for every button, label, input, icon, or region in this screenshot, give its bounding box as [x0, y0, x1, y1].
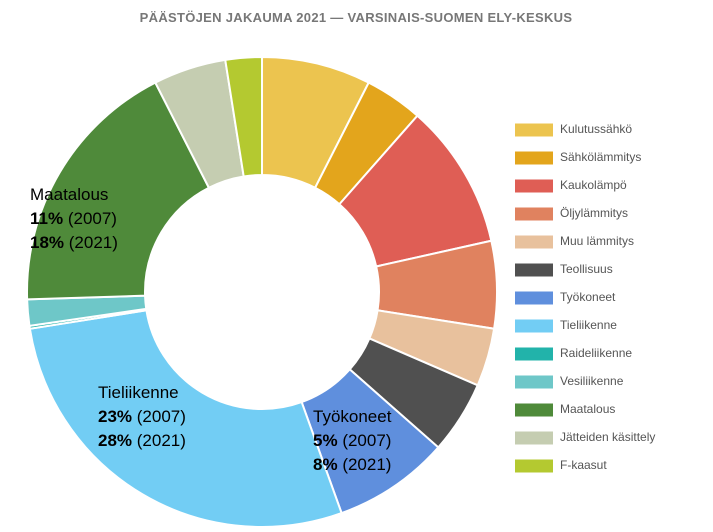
- annotation-year: (2007): [342, 431, 391, 450]
- legend-label: Työkoneet: [560, 290, 616, 304]
- annotation-title: Tieliikenne: [98, 383, 179, 402]
- legend-label: F-kaasut: [560, 458, 607, 472]
- annotation-row: 28% (2021): [98, 431, 186, 450]
- legend-label: Kaukolämpö: [560, 178, 627, 192]
- annotation-row: 5% (2007): [313, 431, 391, 450]
- annotation-row: 18% (2021): [30, 233, 118, 252]
- legend-swatch: [515, 179, 553, 193]
- annotation-title: Maatalous: [30, 185, 108, 204]
- annotation-year: (2021): [342, 455, 391, 474]
- annotation-share: 5%: [313, 431, 338, 450]
- legend-swatch: [515, 319, 553, 333]
- legend-label: Muu lämmitys: [560, 234, 634, 248]
- legend-label: Maatalous: [560, 402, 615, 416]
- legend-swatch: [515, 235, 553, 249]
- annotation-share: 23%: [98, 407, 132, 426]
- annotation-share: 18%: [30, 233, 64, 252]
- donut-slice: [28, 309, 343, 528]
- donut-slice: [224, 55, 263, 178]
- annotation-share: 28%: [98, 431, 132, 450]
- annotation-share: 11%: [30, 209, 63, 228]
- legend-swatch: [515, 207, 553, 221]
- annotation-year: (2021): [137, 431, 186, 450]
- legend-swatch: [515, 403, 553, 417]
- legend-label: Vesiliikenne: [560, 374, 624, 388]
- legend-label: Sähkölämmitys: [560, 150, 641, 164]
- legend-swatch: [515, 375, 553, 389]
- legend-label: Teollisuus: [560, 262, 613, 276]
- chart-title: PÄÄSTÖJEN JAKAUMA 2021 — VARSINAIS-SUOME…: [140, 10, 573, 25]
- legend-swatch: [515, 151, 553, 165]
- legend-swatch: [515, 123, 553, 137]
- legend-swatch: [515, 347, 553, 361]
- legend-swatch: [515, 431, 553, 445]
- annotation-year: (2021): [69, 233, 118, 252]
- legend-swatch: [515, 459, 553, 473]
- annotation-row: 23% (2007): [98, 407, 186, 426]
- legend-label: Tieliikenne: [560, 318, 617, 332]
- legend-label: Raideliikenne: [560, 346, 632, 360]
- annotation-title: Työkoneet: [313, 407, 392, 426]
- annotation-share: 8%: [313, 455, 338, 474]
- donut-slice: [26, 81, 211, 301]
- legend-label: Jätteiden käsittely: [560, 430, 655, 444]
- annotation-year: (2007): [137, 407, 186, 426]
- legend-swatch: [515, 291, 553, 305]
- legend-label: Öljylämmitys: [560, 206, 628, 220]
- legend-label: Kulutussähkö: [560, 122, 632, 136]
- annotation-row: 11% (2007): [30, 209, 117, 228]
- annotation-row: 8% (2021): [313, 455, 391, 474]
- annotation-year: (2007): [68, 209, 117, 228]
- legend-swatch: [515, 263, 553, 277]
